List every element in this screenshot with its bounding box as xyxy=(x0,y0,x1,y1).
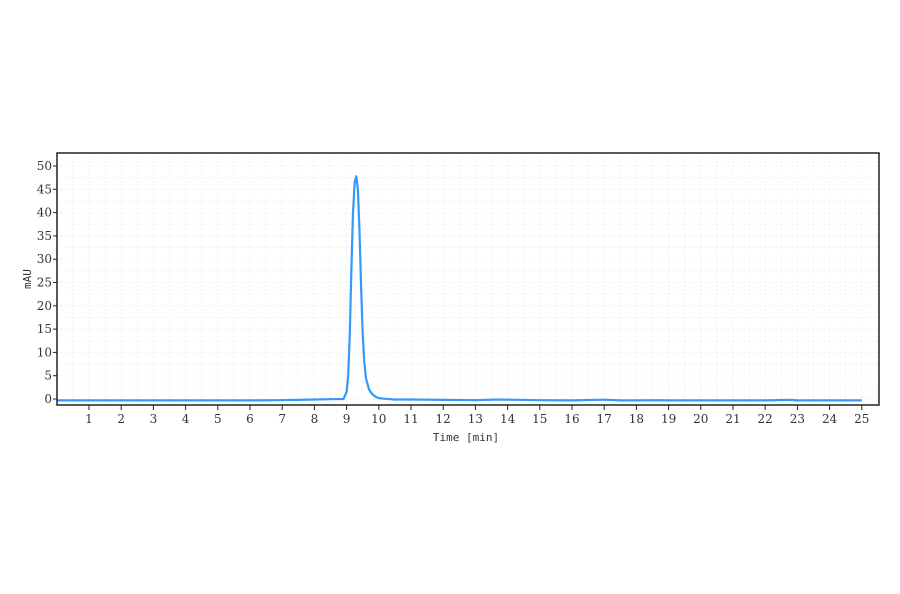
y-tick-label: 45 xyxy=(37,182,52,196)
y-tick-label: 15 xyxy=(37,322,52,336)
x-tick-label: 8 xyxy=(311,412,319,426)
x-tick-label: 4 xyxy=(182,412,190,426)
x-tick-label: 2 xyxy=(117,412,125,426)
x-axis: 1 2 3 4 5 6 7 8 9 10 11 12 13 14 15 16 17 18 19 20 21 22 23 24 2… xyxy=(85,405,869,426)
series-layer xyxy=(56,175,862,402)
x-tick-label: 14 xyxy=(500,412,516,426)
x-tick-label: 12 xyxy=(436,412,451,426)
y-tick-label: 5 xyxy=(44,369,52,383)
x-tick-label: 19 xyxy=(661,412,676,426)
x-tick-label: 17 xyxy=(597,412,612,426)
x-tick-label: 1 xyxy=(85,412,93,426)
x-tick-label: 24 xyxy=(822,412,838,426)
x-tick-label: 16 xyxy=(564,412,579,426)
x-tick-label: 23 xyxy=(790,412,805,426)
y-tick-label: 20 xyxy=(37,299,52,313)
y-tick-label: 10 xyxy=(37,345,52,359)
y-tick-label: 35 xyxy=(37,229,52,243)
x-tick-label: 25 xyxy=(854,412,869,426)
chromatogram-trace xyxy=(56,175,862,402)
y-tick-label: 50 xyxy=(37,159,52,173)
y-tick-label: 0 xyxy=(44,392,52,406)
x-tick-label: 5 xyxy=(214,412,222,426)
y-axis-title: mAU xyxy=(21,269,34,289)
x-tick-label: 20 xyxy=(693,412,708,426)
x-tick-label: 18 xyxy=(629,412,644,426)
x-tick-label: 10 xyxy=(371,412,386,426)
plot-frame xyxy=(56,152,880,406)
x-tick-label: 11 xyxy=(403,412,418,426)
x-tick-label: 6 xyxy=(246,412,254,426)
x-tick-label: 21 xyxy=(725,412,740,426)
x-tick-label: 7 xyxy=(278,412,286,426)
x-tick-label: 15 xyxy=(532,412,547,426)
x-axis-title: Time [min] xyxy=(433,431,499,444)
x-tick-label: 9 xyxy=(343,412,351,426)
y-axis: 0 5 10 15 20 25 30 35 40 45 50 xyxy=(37,159,57,406)
y-tick-label: 40 xyxy=(37,206,52,220)
y-tick-label: 25 xyxy=(37,276,52,290)
y-tick-label: 30 xyxy=(37,252,52,266)
grid xyxy=(57,153,879,405)
x-tick-label: 22 xyxy=(758,412,773,426)
x-tick-label: 3 xyxy=(150,412,158,426)
x-tick-label: 13 xyxy=(468,412,483,426)
